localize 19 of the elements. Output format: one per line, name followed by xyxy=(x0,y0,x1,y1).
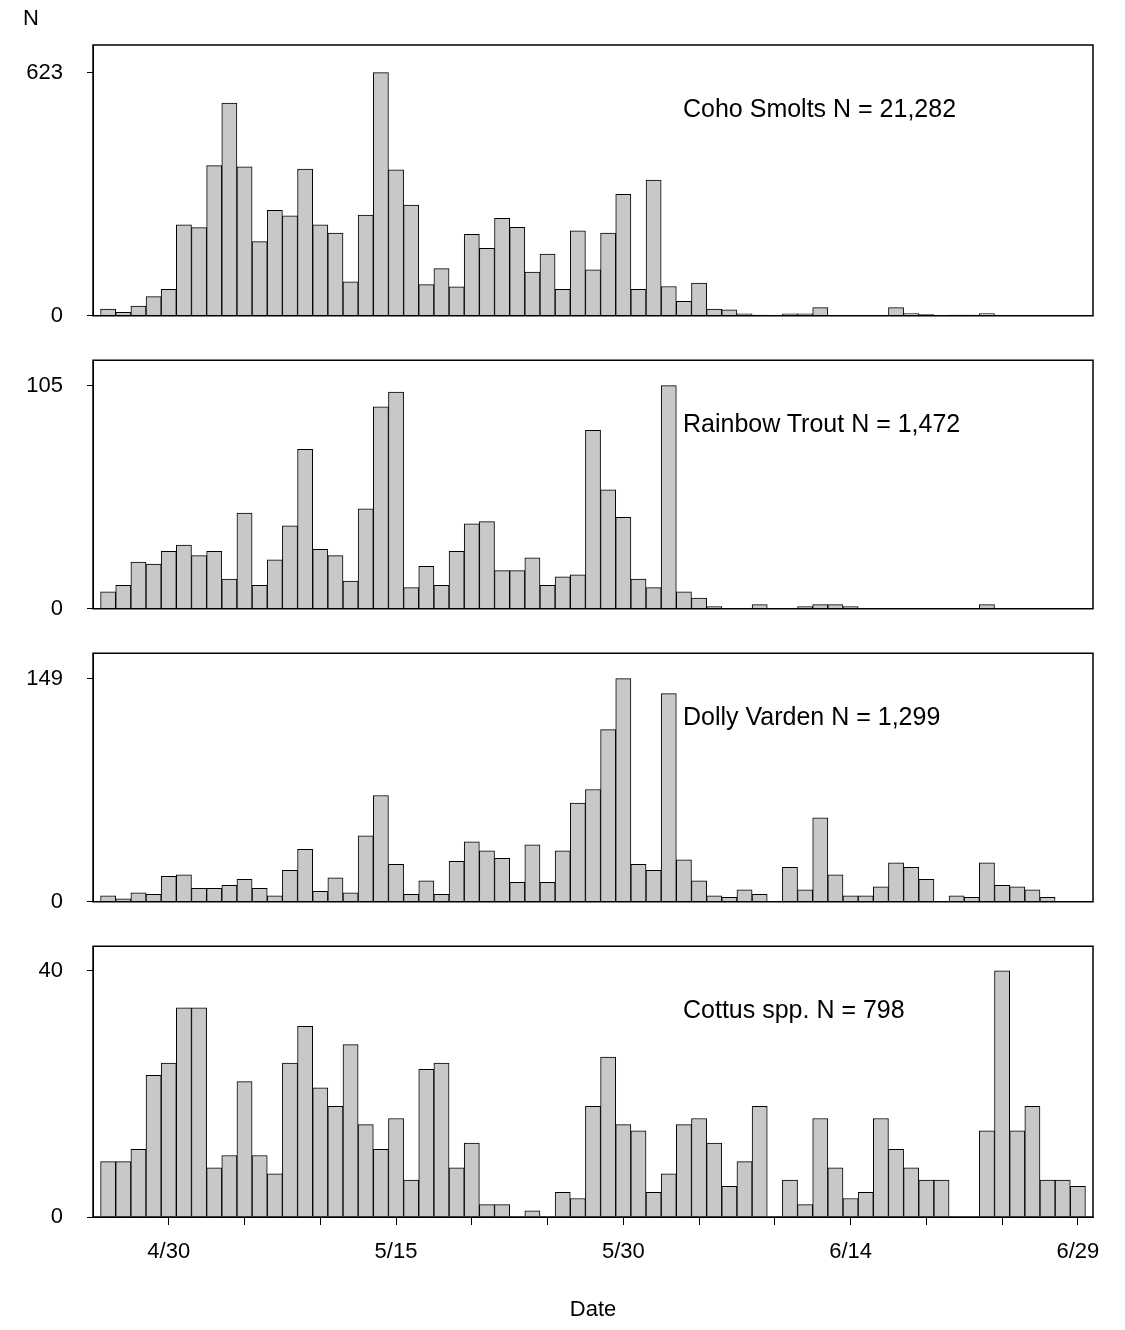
x-tick-label: 4/30 xyxy=(147,1238,191,1264)
y-tick-label: 105 xyxy=(26,371,63,397)
x-tick-label: 6/29 xyxy=(1056,1238,1100,1264)
x-tick-label: 5/30 xyxy=(601,1238,645,1264)
y-tick-label: 149 xyxy=(26,664,63,690)
y-axis-title: N xyxy=(23,5,39,31)
y-tick-label: 0 xyxy=(50,301,63,327)
x-axis-title: Date xyxy=(569,1295,617,1321)
y-tick-label: 0 xyxy=(50,594,63,620)
y-tick-label: 40 xyxy=(38,956,63,982)
y-tick-label: 623 xyxy=(26,58,63,84)
annotation: Cottus spp. N = 798 xyxy=(683,995,905,1024)
y-tick-label: 0 xyxy=(50,887,63,913)
annotation: Coho Smolts N = 21,282 xyxy=(683,93,957,122)
y-tick-label: 0 xyxy=(50,1203,63,1229)
x-tick-label: 6/14 xyxy=(829,1238,872,1264)
annotation: Rainbow Trout N = 1,472 xyxy=(683,409,961,438)
annotation: Dolly Varden N = 1,299 xyxy=(683,702,941,731)
x-tick-label: 5/15 xyxy=(374,1238,418,1264)
